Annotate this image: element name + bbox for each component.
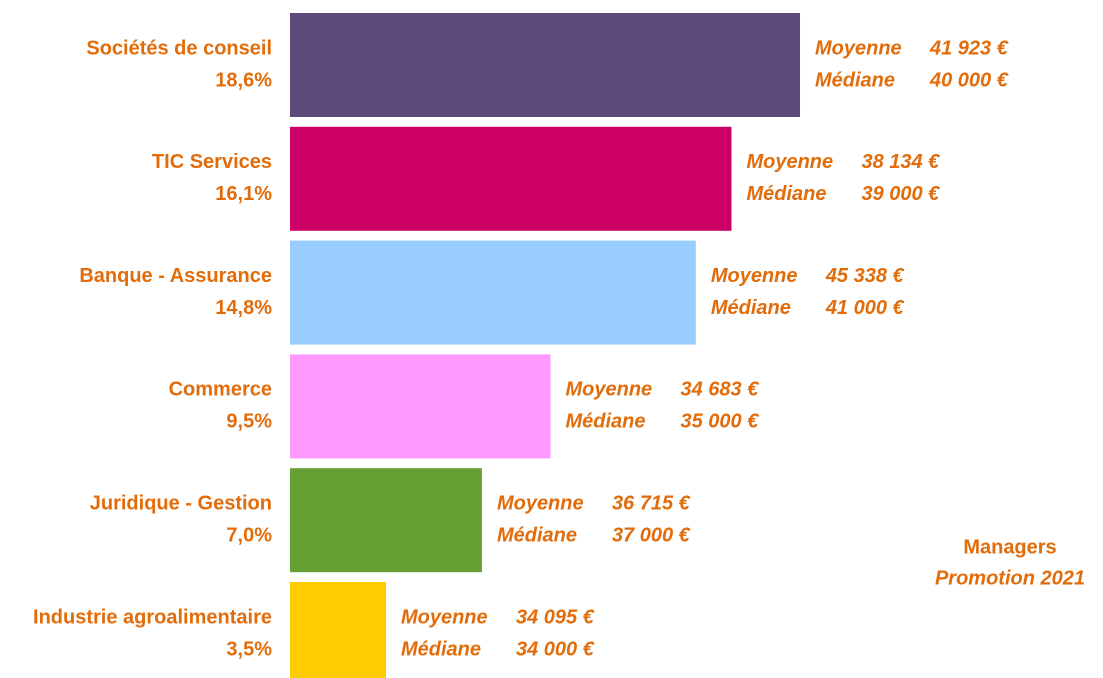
median-label: Médiane — [497, 524, 577, 546]
mean-label: Moyenne — [746, 151, 833, 173]
median-value: 41 000 € — [825, 297, 905, 319]
value-label: 14,8% — [215, 297, 272, 319]
bar — [290, 13, 801, 117]
mean-label: Moyenne — [565, 379, 652, 401]
median-label: Médiane — [401, 638, 481, 660]
median-value: 40 000 € — [929, 69, 1009, 91]
median-label: Médiane — [565, 411, 645, 433]
median-label: Médiane — [746, 183, 826, 205]
value-label: 16,1% — [215, 183, 272, 205]
median-label: Médiane — [711, 297, 791, 319]
chart-subtitle: Promotion 2021 — [935, 567, 1085, 589]
median-value: 39 000 € — [861, 183, 940, 205]
bar — [290, 468, 482, 573]
value-label: 9,5% — [226, 411, 272, 433]
category-label: Sociétés de conseil — [86, 37, 272, 59]
median-value: 35 000 € — [680, 411, 759, 433]
mean-value: 34 683 € — [680, 379, 759, 401]
category-label: Juridique - Gestion — [90, 492, 272, 514]
mean-label: Moyenne — [401, 606, 488, 628]
bar — [290, 240, 696, 345]
category-label: Commerce — [169, 379, 272, 401]
chart-title: Managers — [963, 536, 1056, 558]
value-label: 7,0% — [226, 524, 272, 546]
median-value: 37 000 € — [612, 524, 691, 546]
mean-label: Moyenne — [711, 265, 798, 287]
value-label: 3,5% — [226, 638, 272, 660]
category-label: Industrie agroalimentaire — [33, 606, 272, 628]
bar — [290, 582, 386, 678]
bar — [290, 126, 732, 231]
bar — [290, 354, 551, 459]
category-label: TIC Services — [152, 151, 272, 173]
value-label: 18,6% — [215, 69, 272, 91]
mean-label: Moyenne — [815, 37, 902, 59]
mean-value: 36 715 € — [612, 492, 691, 514]
mean-value: 38 134 € — [861, 151, 940, 173]
mean-value: 34 095 € — [516, 606, 595, 628]
mean-value: 41 923 € — [929, 37, 1009, 59]
mean-value: 45 338 € — [825, 265, 905, 287]
category-label: Banque - Assurance — [79, 265, 272, 287]
median-value: 34 000 € — [516, 638, 595, 660]
median-label: Médiane — [815, 69, 895, 91]
mean-label: Moyenne — [497, 492, 584, 514]
